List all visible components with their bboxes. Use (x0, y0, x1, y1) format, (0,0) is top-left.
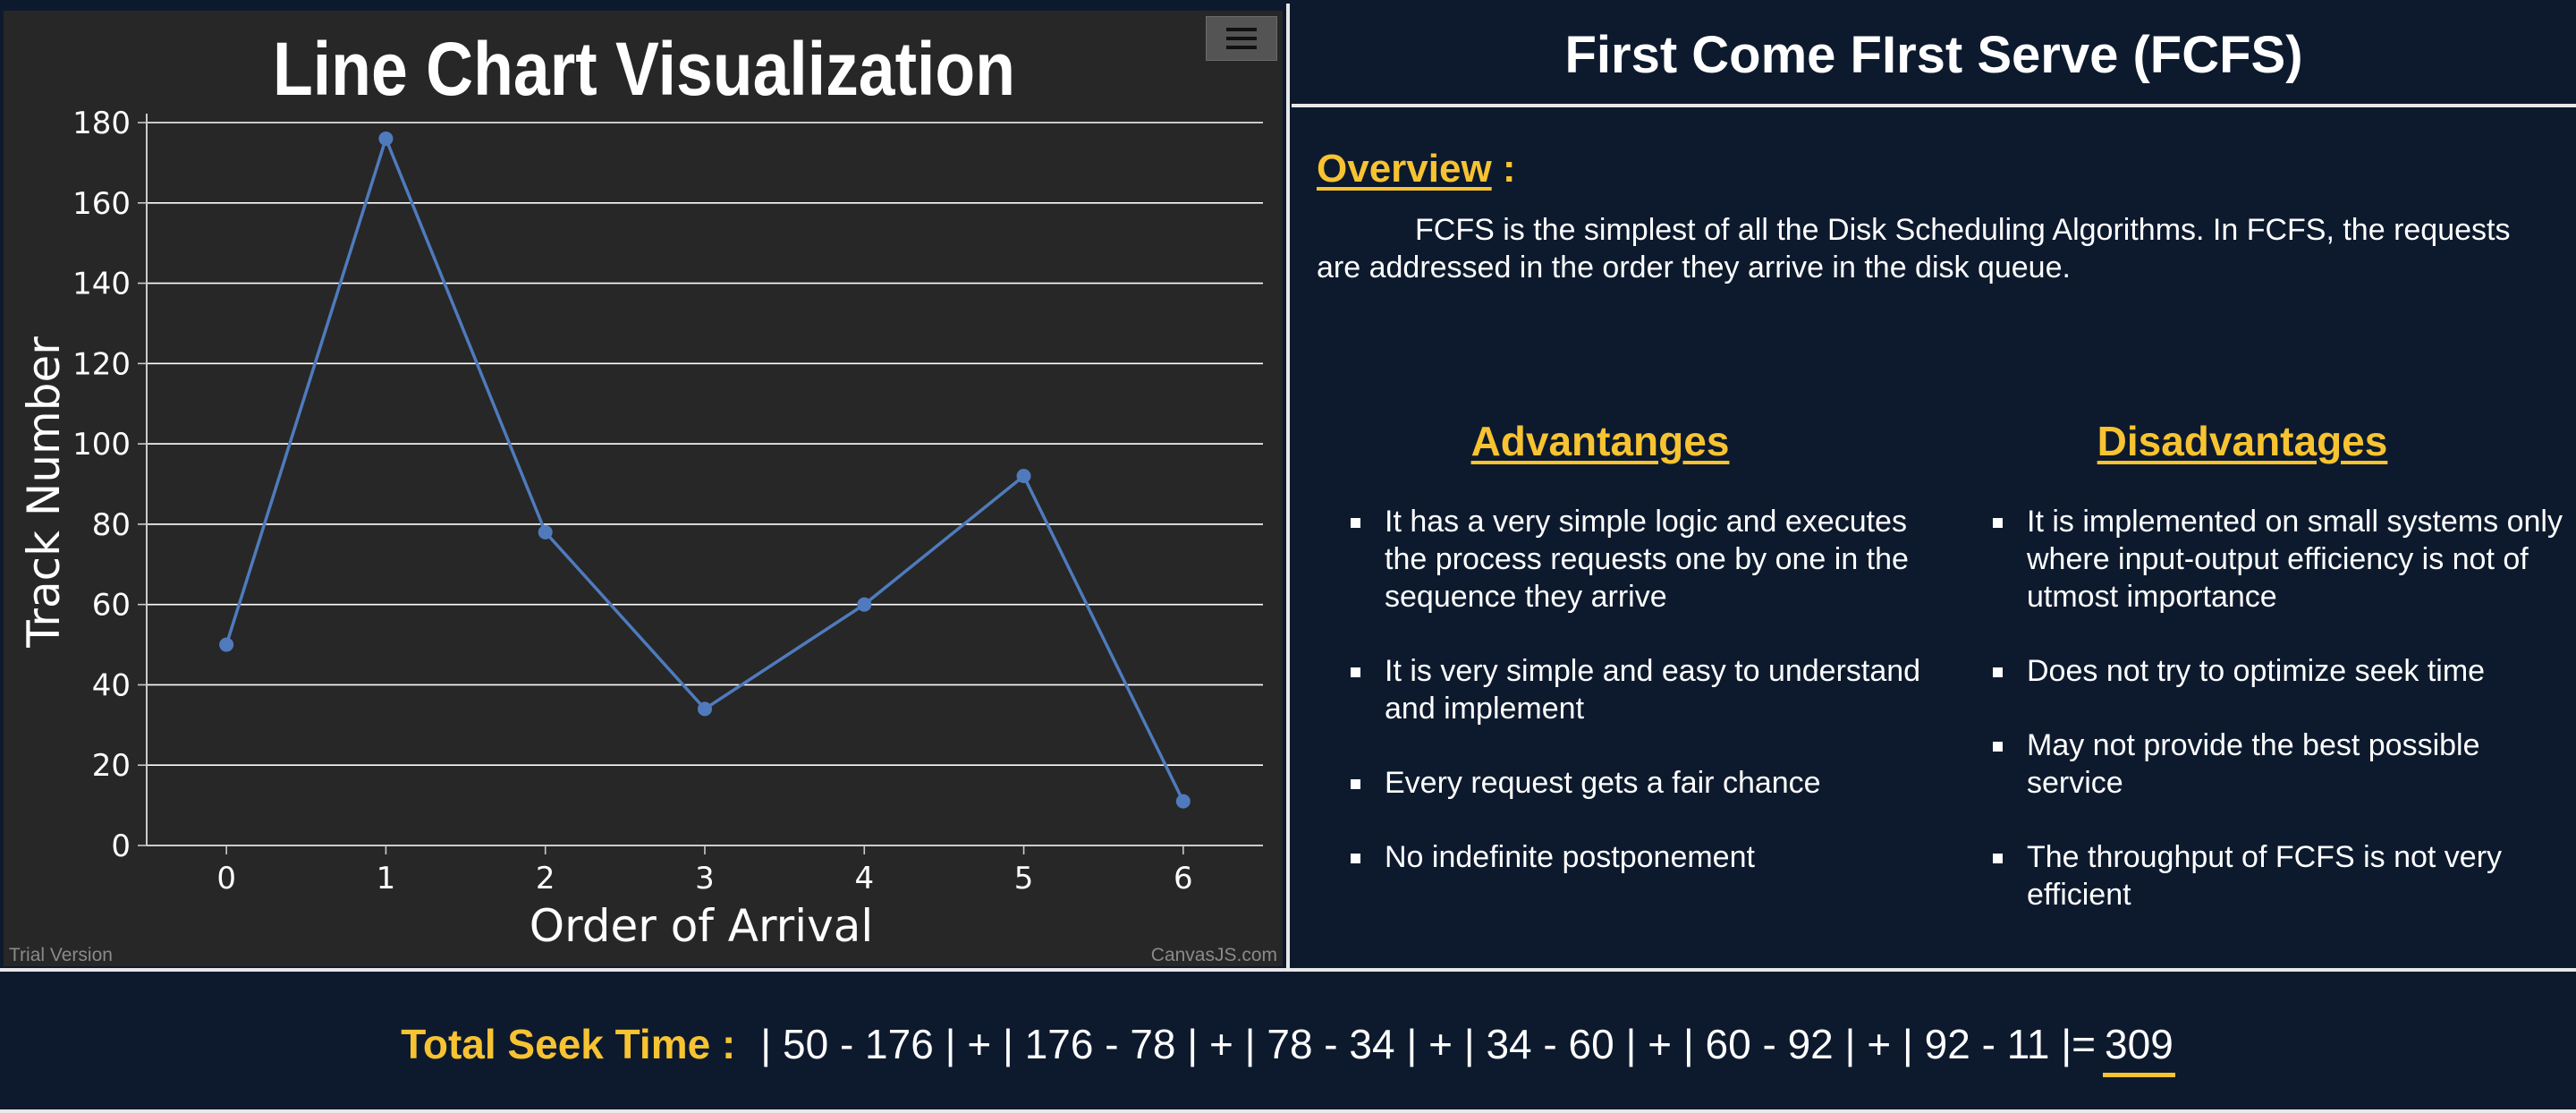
x-tick-label: 1 (377, 861, 396, 896)
page-title: First Come FIrst Serve (FCFS) (1564, 26, 2303, 84)
x-tick-label: 6 (1174, 861, 1193, 896)
canvasjs-watermark: CanvasJS.com (1151, 945, 1277, 965)
y-tick-label: 40 (92, 667, 131, 703)
data-point (857, 597, 872, 612)
x-tick-label: 0 (216, 861, 236, 896)
data-point (1016, 469, 1031, 484)
x-tick-label: 4 (854, 861, 874, 896)
disadvantages-heading: Disadvantages (2097, 418, 2388, 464)
y-axis-label: Track Number (18, 336, 70, 649)
x-axis-label: Order of Arrival (530, 900, 874, 952)
seek-time-expression: | 50 - 176 | + | 176 - 78 | + | 78 - 34 … (760, 1021, 2097, 1067)
overview-heading-colon: : (1491, 147, 1516, 191)
y-tick-label: 140 (72, 267, 131, 302)
data-point (698, 701, 712, 717)
overview-text: FCFS is the simplest of all the Disk Sch… (1317, 213, 2511, 285)
trial-version-watermark: Trial Version (9, 945, 113, 965)
disadvantages-list: It is implemented on small systems only … (1993, 503, 2565, 950)
overview-heading-text: Overview (1317, 147, 1492, 191)
advantage-item: It has a very simple logic and executes … (1351, 503, 1923, 616)
disadvantage-item: The throughput of FCFS is not very effic… (1993, 838, 2565, 913)
chart-series (219, 131, 1191, 809)
advantage-item: It is very simple and easy to understand… (1351, 652, 1923, 727)
seek-time-total: 309 (2103, 1021, 2175, 1077)
seek-time-line: Total Seek Time : | 50 - 176 | + | 176 - … (0, 1020, 2576, 1077)
data-point (538, 524, 553, 540)
y-tick-label: 80 (92, 507, 131, 543)
overview-heading: Overview : (1317, 147, 1516, 191)
y-tick-label: 20 (92, 748, 131, 784)
disadvantage-item: It is implemented on small systems only … (1993, 503, 2565, 616)
chart-panel: Line Chart Visualization 0 20 40 60 80 100 120… (4, 11, 1283, 966)
advantage-item: Every request gets a fair chance (1351, 764, 1923, 802)
chart-axes: 0 20 40 60 80 100 120 140 160 180 0 1 2 3 4 5 6 (72, 106, 1263, 896)
disadvantage-item: May not provide the best possible servic… (1993, 726, 2565, 802)
y-tick-label: 60 (92, 588, 131, 624)
bottom-border (0, 1109, 2576, 1113)
line-chart: Line Chart Visualization 020406080100120… (9, 27, 1277, 965)
x-tick-label: 2 (536, 861, 555, 896)
data-point (378, 131, 394, 146)
y-tick-label: 160 (72, 186, 131, 222)
y-tick-label: 120 (72, 346, 131, 382)
x-tick-label: 3 (695, 861, 715, 896)
info-panel: First Come FIrst Serve (FCFS) Overview :… (1292, 4, 2576, 968)
seek-time-bar: Total Seek Time : | 50 - 176 | + | 176 - … (0, 972, 2576, 1109)
y-tick-label: 100 (72, 427, 131, 463)
panel-divider (1286, 4, 1290, 968)
data-point (219, 637, 234, 652)
chart-menu-button[interactable] (1206, 16, 1277, 61)
disadvantage-item: Does not try to optimize seek time (1993, 652, 2565, 690)
y-tick-label: 180 (72, 106, 131, 141)
advantage-item: No indefinite postponement (1351, 838, 1923, 876)
y-tick-label: 0 (111, 828, 131, 864)
bottom-divider (0, 968, 2576, 972)
chart-gridlines (147, 122, 1263, 767)
x-tick-label: 5 (1014, 861, 1034, 896)
title-divider (1292, 104, 2576, 107)
advantages-list: It has a very simple logic and executes … (1351, 503, 1923, 913)
hamburger-menu-icon (1226, 28, 1257, 49)
seek-time-label: Total Seek Time : (401, 1021, 736, 1067)
advantages-heading: Advantanges (1470, 418, 1730, 464)
data-point (1175, 794, 1191, 809)
chart-title: Line Chart Visualization (273, 27, 1015, 111)
